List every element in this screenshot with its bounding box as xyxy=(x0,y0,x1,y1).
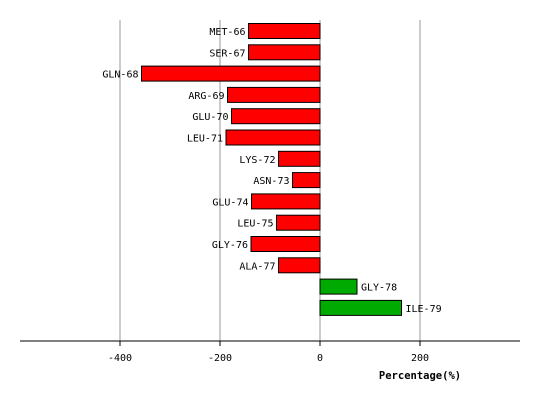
bar-lys-72 xyxy=(278,150,321,167)
category-label: LYS-72 xyxy=(239,155,275,166)
category-label: GLU-70 xyxy=(192,112,228,123)
bar-arg-69 xyxy=(227,86,321,103)
category-label: LEU-75 xyxy=(237,219,273,230)
bar-glu-70 xyxy=(231,108,321,125)
category-label: SER-67 xyxy=(209,48,245,59)
category-label: GLY-78 xyxy=(361,283,397,294)
category-label: ALA-77 xyxy=(239,261,275,272)
bar-met-66 xyxy=(248,23,321,39)
bar-gly-78 xyxy=(319,278,358,295)
bars xyxy=(141,23,402,316)
bar-gln-68 xyxy=(141,65,321,82)
category-label: MET-66 xyxy=(209,27,245,38)
bar-gly-76 xyxy=(250,236,321,252)
bar-leu-75 xyxy=(276,214,321,231)
category-label: ASN-73 xyxy=(253,176,289,187)
bar-asn-73 xyxy=(292,172,321,189)
category-label: GLU-74 xyxy=(212,197,248,208)
category-label: GLY-76 xyxy=(212,240,248,251)
bar-leu-71 xyxy=(225,129,321,146)
x-tick-label: -400 xyxy=(108,353,132,364)
x-tick-label: -200 xyxy=(208,353,232,364)
category-labels: MET-66 SER-67 GLN-68 ARG-69 GLU-70 LEU-71 LYS-… xyxy=(102,27,441,315)
category-label: GLN-68 xyxy=(102,70,138,81)
category-label: ILE-79 xyxy=(406,304,442,315)
bar-ser-67 xyxy=(248,44,321,61)
x-tick-label: 0 xyxy=(317,353,323,364)
bar-glu-74 xyxy=(251,193,321,210)
x-tick-label: 200 xyxy=(411,353,429,364)
x-axis-label: Percentage(%) xyxy=(379,370,461,382)
category-label: LEU-71 xyxy=(187,134,223,145)
bar-ile-79 xyxy=(319,299,402,316)
x-axis-ticks: -400 -200 0 200 xyxy=(108,341,429,364)
bar-ala-77 xyxy=(278,257,321,274)
category-label: ARG-69 xyxy=(188,91,224,102)
